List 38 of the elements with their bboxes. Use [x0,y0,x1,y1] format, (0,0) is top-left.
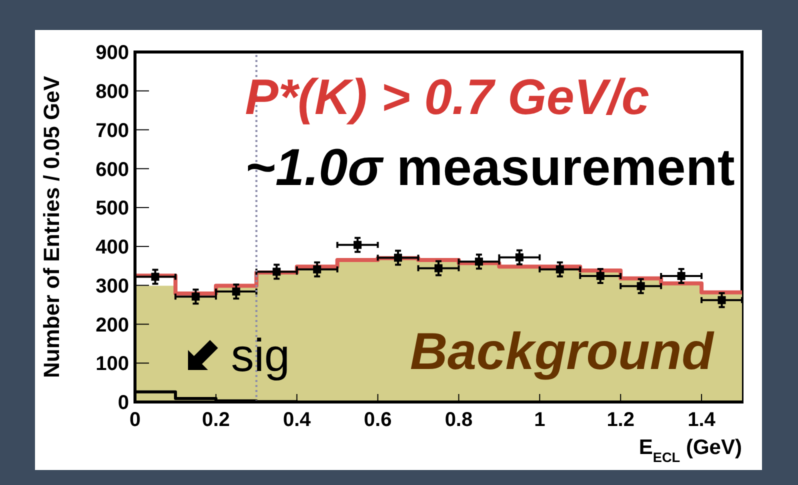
point [313,265,322,274]
y-tick-label: 300 [96,275,129,298]
x-tick-label: 0.2 [202,409,230,432]
legend-label: sig [231,328,290,382]
x-axis-title: E$_{ECL}$ (GeV) [638,436,742,464]
y-tick-label: 0 [118,392,129,414]
y-tick-label: 600 [96,158,129,181]
point [232,288,240,296]
point [354,240,362,249]
annotation: ~1.0σ measurement [245,138,735,198]
point [718,296,726,304]
y-tick-label: 900 [96,42,129,64]
y-tick-label: 100 [96,353,129,376]
point [151,272,160,281]
point [272,268,281,276]
point [556,265,564,274]
point [636,282,645,290]
point [434,264,442,272]
y-tick-label: 500 [96,198,129,220]
y-tick-label: 400 [96,236,129,259]
y-tick-label: 200 [96,314,129,336]
series-label: Background [410,322,714,382]
point [192,292,200,301]
y-tick-label: 800 [96,80,129,103]
point [677,272,686,280]
x-tick-label: 1.4 [688,409,716,432]
x-tick-label: 0.4 [282,409,312,432]
x-tick-label: 0.8 [444,409,473,432]
point [596,272,604,280]
y-axis-title: Number of Entries / 0.05 GeV [39,76,64,378]
y-tick-label: 700 [96,120,129,142]
annotation: P*(K) > 0.7 GeV/c [245,68,650,126]
x-tick-label: 1.2 [606,409,635,432]
point [474,258,483,266]
point [515,253,524,262]
point [394,254,402,262]
x-tick-label: 0.6 [364,409,392,432]
x-tick-label: 1 [534,409,546,432]
